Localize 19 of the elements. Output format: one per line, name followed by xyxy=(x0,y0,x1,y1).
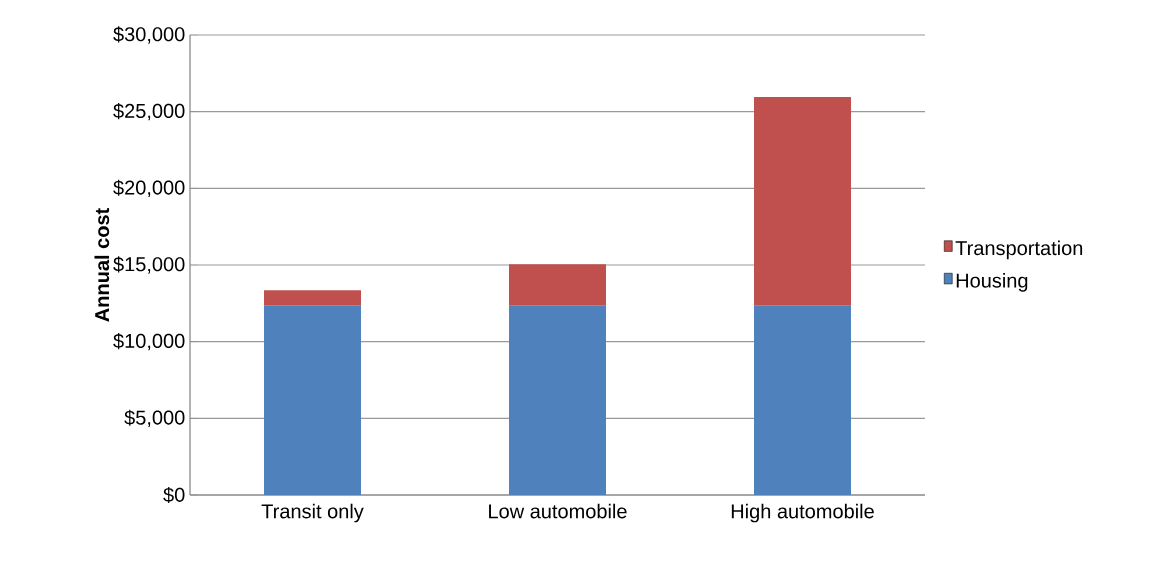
legend-label: Housing xyxy=(956,273,1028,292)
y-tick-label: $0 xyxy=(163,486,185,504)
x-tick-label: High automobile xyxy=(731,503,874,523)
y-axis-title: Annual cost xyxy=(94,208,110,322)
bar xyxy=(509,305,606,495)
x-tick-label: Transit only xyxy=(261,503,364,523)
y-tick-label: $20,000 xyxy=(113,179,185,198)
y-tick-label: $10,000 xyxy=(113,332,185,351)
bar xyxy=(754,97,851,306)
bar xyxy=(264,290,361,306)
y-tick-label: $30,000 xyxy=(113,26,185,44)
bar xyxy=(509,264,606,306)
y-tick-label: $15,000 xyxy=(113,256,185,274)
x-tick-label: Low automobile xyxy=(489,503,627,519)
y-tick-label: $5,000 xyxy=(124,409,185,428)
bar xyxy=(264,305,361,495)
y-tick-label: $25,000 xyxy=(113,102,185,121)
legend-label: Transportation xyxy=(955,240,1083,260)
bar xyxy=(754,305,851,495)
